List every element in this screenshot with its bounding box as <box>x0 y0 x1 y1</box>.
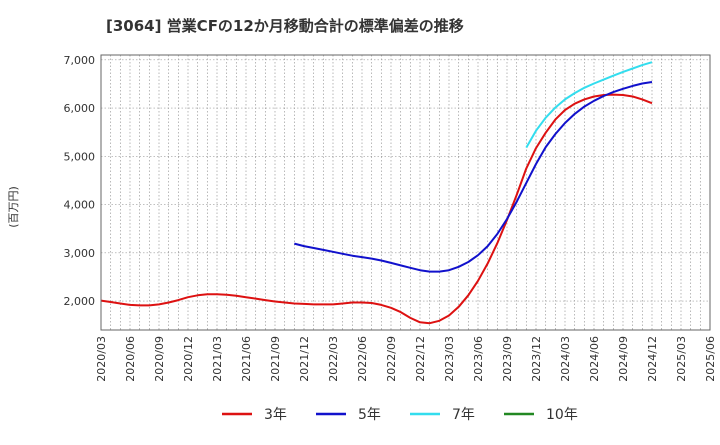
legend-label: 10年 <box>546 407 578 423</box>
chart-title: [3064] 営業CFの12か月移動合計の標準偏差の推移 <box>106 17 464 35</box>
x-tick-label: 2023/09 <box>501 336 514 382</box>
legend-label: 7年 <box>452 407 475 423</box>
legend-label: 5年 <box>358 407 381 423</box>
x-tick-label: 2023/03 <box>443 336 456 382</box>
x-tick-label: 2020/06 <box>124 336 137 382</box>
x-tick-label: 2020/03 <box>95 336 108 382</box>
series-line <box>294 81 653 273</box>
y-tick-label: 3,000 <box>64 247 96 260</box>
x-tick-label: 2024/06 <box>588 336 601 382</box>
plot-area: 2,000 3,000 4,000 5,000 6,000 7,000 2020/03 202… <box>64 54 718 382</box>
x-tick-label: 2021/03 <box>211 336 224 382</box>
x-tick-label: 2021/09 <box>269 336 282 382</box>
x-tick-label: 2022/03 <box>327 336 340 382</box>
x-tick-label: 2022/09 <box>385 336 398 382</box>
x-tick-label: 2024/12 <box>646 336 659 382</box>
x-tick-label: 2023/12 <box>530 336 543 382</box>
x-tick-label: 2021/12 <box>298 336 311 382</box>
x-tick-label: 2020/12 <box>182 336 195 382</box>
plot-border <box>100 54 711 331</box>
series-line <box>525 61 653 149</box>
x-tick-label: 2022/06 <box>356 336 369 382</box>
legend-label: 3年 <box>264 407 287 423</box>
y-axis-label: (百万円) <box>7 186 20 228</box>
y-tick-label: 6,000 <box>64 102 96 115</box>
y-tick-label: 4,000 <box>64 199 96 212</box>
x-tick-label: 2021/06 <box>240 336 253 382</box>
legend: 3年 5年 7年 10年 <box>222 407 578 423</box>
x-tick-label: 2020/09 <box>153 336 166 382</box>
y-tick-label: 2,000 <box>64 295 96 308</box>
x-tick-label: 2025/03 <box>675 336 688 382</box>
y-tick-label: 7,000 <box>64 54 96 67</box>
y-tick-label: 5,000 <box>64 150 96 163</box>
x-tick-label: 2023/06 <box>472 336 485 382</box>
plot-background <box>101 55 710 330</box>
x-tick-label: 2024/09 <box>617 336 630 382</box>
x-tick-label: 2024/03 <box>559 336 572 382</box>
x-tick-label: 2025/06 <box>704 336 717 382</box>
x-tick-label: 2022/12 <box>414 336 427 382</box>
series-line <box>100 93 653 325</box>
